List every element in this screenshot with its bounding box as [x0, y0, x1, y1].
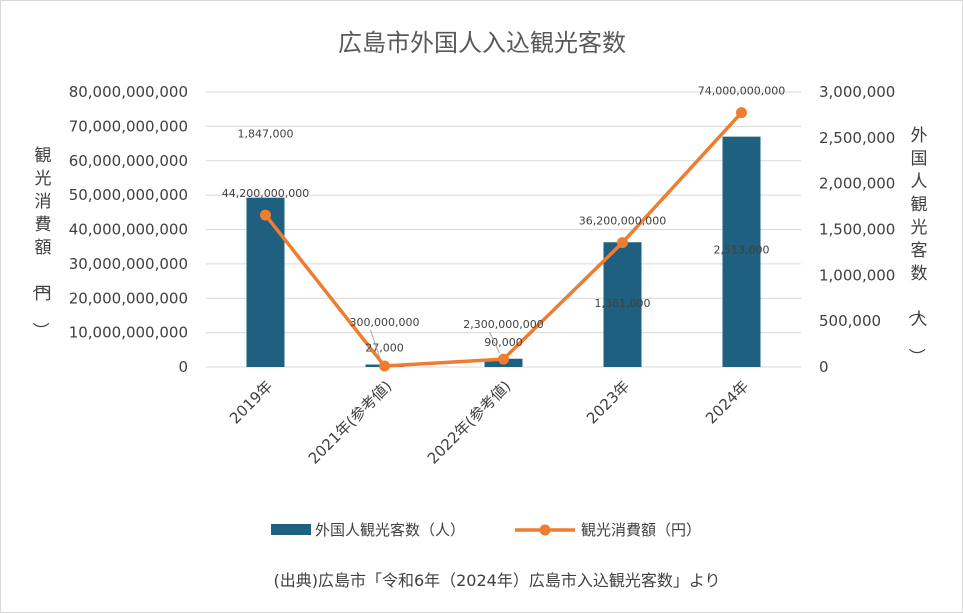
right-tick-label: 1,500,000 — [819, 221, 895, 239]
right-axis-title: 外国人観光客数（人） — [906, 126, 928, 365]
left-axis-title: 観光消費額（円） — [30, 146, 52, 339]
left-tick-label: 70,000,000,000 — [69, 117, 188, 135]
x-tick-label: 2019年 — [226, 377, 276, 427]
x-tick-label: 2024年 — [702, 377, 752, 427]
axis-titles: 観光消費額（円） 外国人観光客数（人） — [30, 126, 928, 365]
right-tick-label: 500,000 — [819, 312, 881, 330]
left-tick-label: 30,000,000,000 — [69, 255, 188, 273]
bar-data-label: 1,361,000 — [595, 297, 651, 310]
x-axis-ticks: 2019年 2021年(参考値) 2022年(参考値) 2023年 2024年 — [226, 377, 752, 467]
legend-bar-label: 外国人観光客数（人） — [315, 521, 465, 539]
x-tick-label: 2021年(参考値) — [305, 377, 395, 467]
left-tick-label: 0 — [178, 358, 188, 376]
line-data-label: 300,000,000 — [350, 316, 420, 329]
chart-title: 広島市外国人入込観光客数 — [338, 29, 626, 57]
legend-line-marker — [539, 524, 551, 536]
bar — [722, 136, 761, 367]
leader-line — [489, 331, 500, 354]
line-marker — [736, 107, 747, 119]
bar-data-label: 1,847,000 — [238, 128, 294, 141]
line-marker — [379, 360, 390, 372]
leader-line — [370, 329, 381, 361]
bar — [603, 242, 642, 367]
right-tick-label: 3,000,000 — [819, 83, 895, 101]
right-tick-label: 2,500,000 — [819, 129, 895, 147]
left-tick-label: 20,000,000,000 — [69, 289, 188, 307]
source-note: (出典)広島市「令和6年（2024年）広島市入込観光客数」より — [273, 571, 720, 590]
line-data-label: 2,300,000,000 — [463, 318, 543, 331]
left-tick-label: 60,000,000,000 — [69, 152, 188, 170]
left-tick-label: 80,000,000,000 — [69, 83, 188, 101]
line-data-label: 74,000,000,000 — [698, 85, 785, 98]
bar-data-label: 27,000 — [365, 342, 404, 355]
right-tick-label: 1,000,000 — [819, 266, 895, 284]
legend-line-label: 観光消費額（円） — [581, 521, 701, 539]
bar-data-label: 2,513,000 — [714, 244, 770, 257]
left-tick-label: 10,000,000,000 — [69, 324, 188, 342]
line-marker — [260, 209, 271, 221]
line-data-label: 36,200,000,000 — [579, 215, 666, 228]
right-tick-label: 2,000,000 — [819, 175, 895, 193]
right-tick-label: 0 — [819, 358, 829, 376]
x-tick-label: 2022年(参考値) — [424, 377, 514, 467]
legend-bar-swatch — [271, 524, 311, 535]
legend: 外国人観光客数（人） 観光消費額（円） — [271, 521, 701, 539]
line-data-label: 44,200,000,000 — [222, 187, 309, 200]
left-axis-ticks: 0 10,000,000,000 20,000,000,000 30,000,000,… — [69, 83, 188, 376]
line-marker — [498, 353, 509, 365]
bar — [246, 197, 285, 367]
bar-data-label: 90,000 — [484, 336, 523, 349]
left-tick-label: 50,000,000,000 — [69, 186, 188, 204]
right-axis-ticks: 0 500,000 1,000,000 1,500,000 2,000,000 2,500… — [819, 83, 895, 376]
data-labels: 1,847,000 27,000 90,000 1,361,000 2,513,000 4… — [222, 85, 785, 361]
line-marker — [617, 237, 628, 249]
x-tick-label: 2023年 — [583, 377, 633, 427]
line-series — [260, 107, 747, 372]
left-tick-label: 40,000,000,000 — [69, 221, 188, 239]
